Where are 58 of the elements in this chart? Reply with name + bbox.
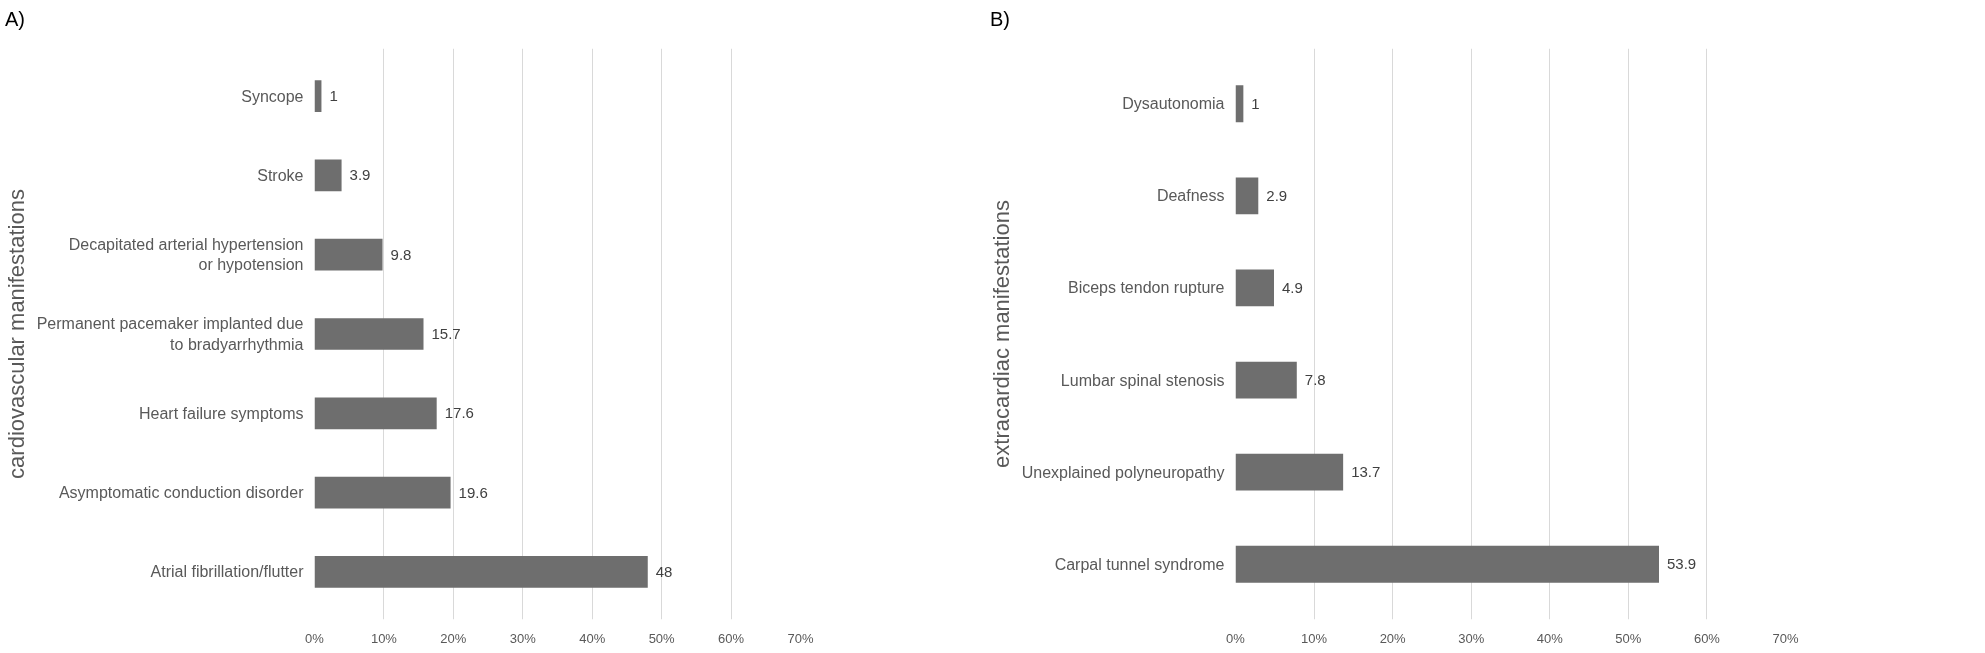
data-label: 7.8 [1304, 371, 1326, 389]
text: A) [5, 7, 25, 32]
y-tick-label: Decapitated arterial hypertension or hypotension [68, 235, 304, 274]
x-tick-label: 40% [579, 630, 606, 646]
x-tick-label: 10% [370, 630, 398, 646]
bar [314, 556, 648, 588]
y-tick-label: Deafness [1156, 187, 1225, 205]
y-tick-label: Unexplained polyneuropathy [1021, 463, 1225, 481]
x-tick-label: 70% [1772, 630, 1799, 646]
y-axis-title: extracardiac manifestations [988, 200, 1014, 468]
x-tick-label: 50% [1615, 630, 1642, 646]
x-tick-label: 40% [1536, 630, 1564, 646]
x-tick-label: 10% [1301, 630, 1328, 646]
x-tick-label: 30% [509, 630, 537, 646]
x-tick-label: 50% [648, 630, 676, 646]
bar [314, 318, 424, 350]
data-label: 2.9 [1266, 186, 1288, 204]
data-label: 15.7 [431, 325, 461, 342]
data-label: 1 [329, 87, 338, 105]
data-label: 3.9 [349, 166, 371, 184]
y-tick-label: Carpal tunnel syndrome [1054, 555, 1225, 573]
data-label: 13.7 [1351, 463, 1381, 481]
y-tick-label: Dysautonomia [1122, 95, 1225, 113]
data-label: 19.6 [458, 483, 488, 501]
bar [314, 397, 437, 430]
x-tick-label: 0% [305, 630, 325, 646]
x-tick-label: 20% [1379, 630, 1407, 646]
bar [1235, 269, 1274, 307]
y-tick-label: Biceps tendon rupture [1067, 279, 1225, 297]
data-label: 17.6 [444, 404, 474, 422]
bar [314, 238, 383, 271]
data-label: 4.9 [1282, 278, 1303, 296]
y-tick-label: Heart failure symptoms [139, 404, 304, 422]
bar [314, 476, 451, 509]
y-tick-label: Stroke [257, 166, 304, 184]
bar [1235, 453, 1344, 491]
data-label: 9.8 [390, 245, 412, 263]
data-label: 48 [655, 562, 673, 580]
data-label: 1 [1251, 94, 1260, 112]
x-tick-label: 30% [1458, 630, 1485, 646]
bar [1235, 361, 1297, 399]
text: B) [990, 7, 1010, 32]
y-tick-label: Lumbar spinal stenosis [1060, 371, 1225, 389]
y-tick-label: Asymptomatic conduction disorder [58, 484, 305, 502]
x-tick-label: 60% [1693, 630, 1721, 646]
bar [1235, 177, 1259, 215]
bar [1235, 85, 1244, 123]
x-tick-label: 0% [1226, 630, 1246, 646]
x-tick-label: 70% [787, 630, 814, 646]
x-tick-label: 20% [440, 630, 467, 646]
data-label: 53.9 [1667, 555, 1697, 573]
bar [1235, 545, 1659, 583]
y-tick-label: Syncope [241, 87, 304, 105]
bar [314, 159, 342, 192]
y-tick-label: Atrial fibrillation/flutter [150, 563, 305, 581]
y-axis-title: cardiovascular manifestations [3, 189, 29, 479]
x-tick-label: 60% [718, 630, 745, 646]
y-tick-label: Permanent pacemaker implanted due to bradyarrhythmia [36, 315, 304, 353]
